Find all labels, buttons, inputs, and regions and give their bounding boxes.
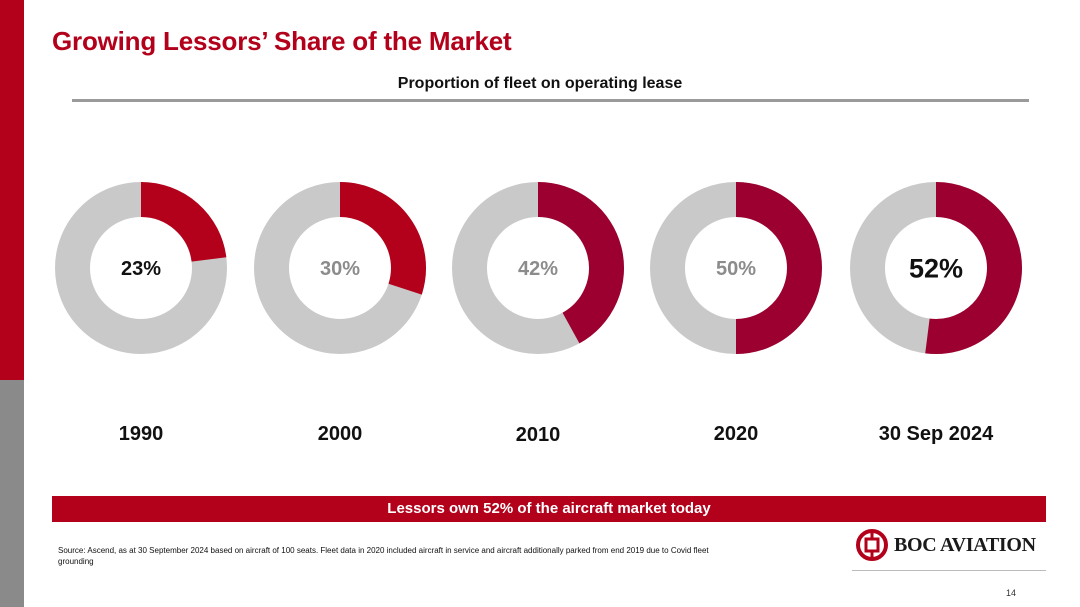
boc-aviation-logo: BOC AVIATION	[856, 528, 1036, 562]
category-label: 2000	[318, 423, 363, 445]
donut-value-label: 30%	[320, 258, 360, 280]
side-accent-bar-grey	[0, 380, 24, 607]
donut-share-2020	[735, 182, 822, 354]
donut-value-label: 50%	[716, 258, 756, 280]
source-note: Source: Ascend, as at 30 September 2024 …	[58, 546, 709, 566]
category-label: 2020	[714, 423, 759, 445]
title-divider	[72, 99, 1029, 102]
category-label: 2010	[516, 424, 561, 446]
footer-divider	[852, 570, 1046, 571]
donut-value-label: 52%	[909, 254, 963, 284]
category-label: 30 Sep 2024	[879, 423, 994, 445]
side-accent-bar-red	[0, 0, 24, 380]
donut-share-2010	[537, 182, 624, 344]
summary-banner: Lessors own 52% of the aircraft market t…	[52, 496, 1046, 522]
donut-value-label: 23%	[121, 258, 161, 280]
chart-title: Proportion of fleet on operating lease	[397, 75, 683, 92]
donut-share-30-sep-2024	[925, 182, 1022, 354]
category-label: 1990	[119, 423, 164, 445]
page-number: 14	[1006, 588, 1017, 598]
donut-value-label: 42%	[518, 258, 558, 280]
donut-share-1990	[140, 182, 227, 263]
logo-text: BOC AVIATION	[894, 533, 1036, 556]
slide-title: Growing Lessors’ Share of the Market	[52, 26, 512, 56]
boc-logo-icon	[856, 529, 888, 561]
donut-share-2000	[339, 182, 426, 295]
